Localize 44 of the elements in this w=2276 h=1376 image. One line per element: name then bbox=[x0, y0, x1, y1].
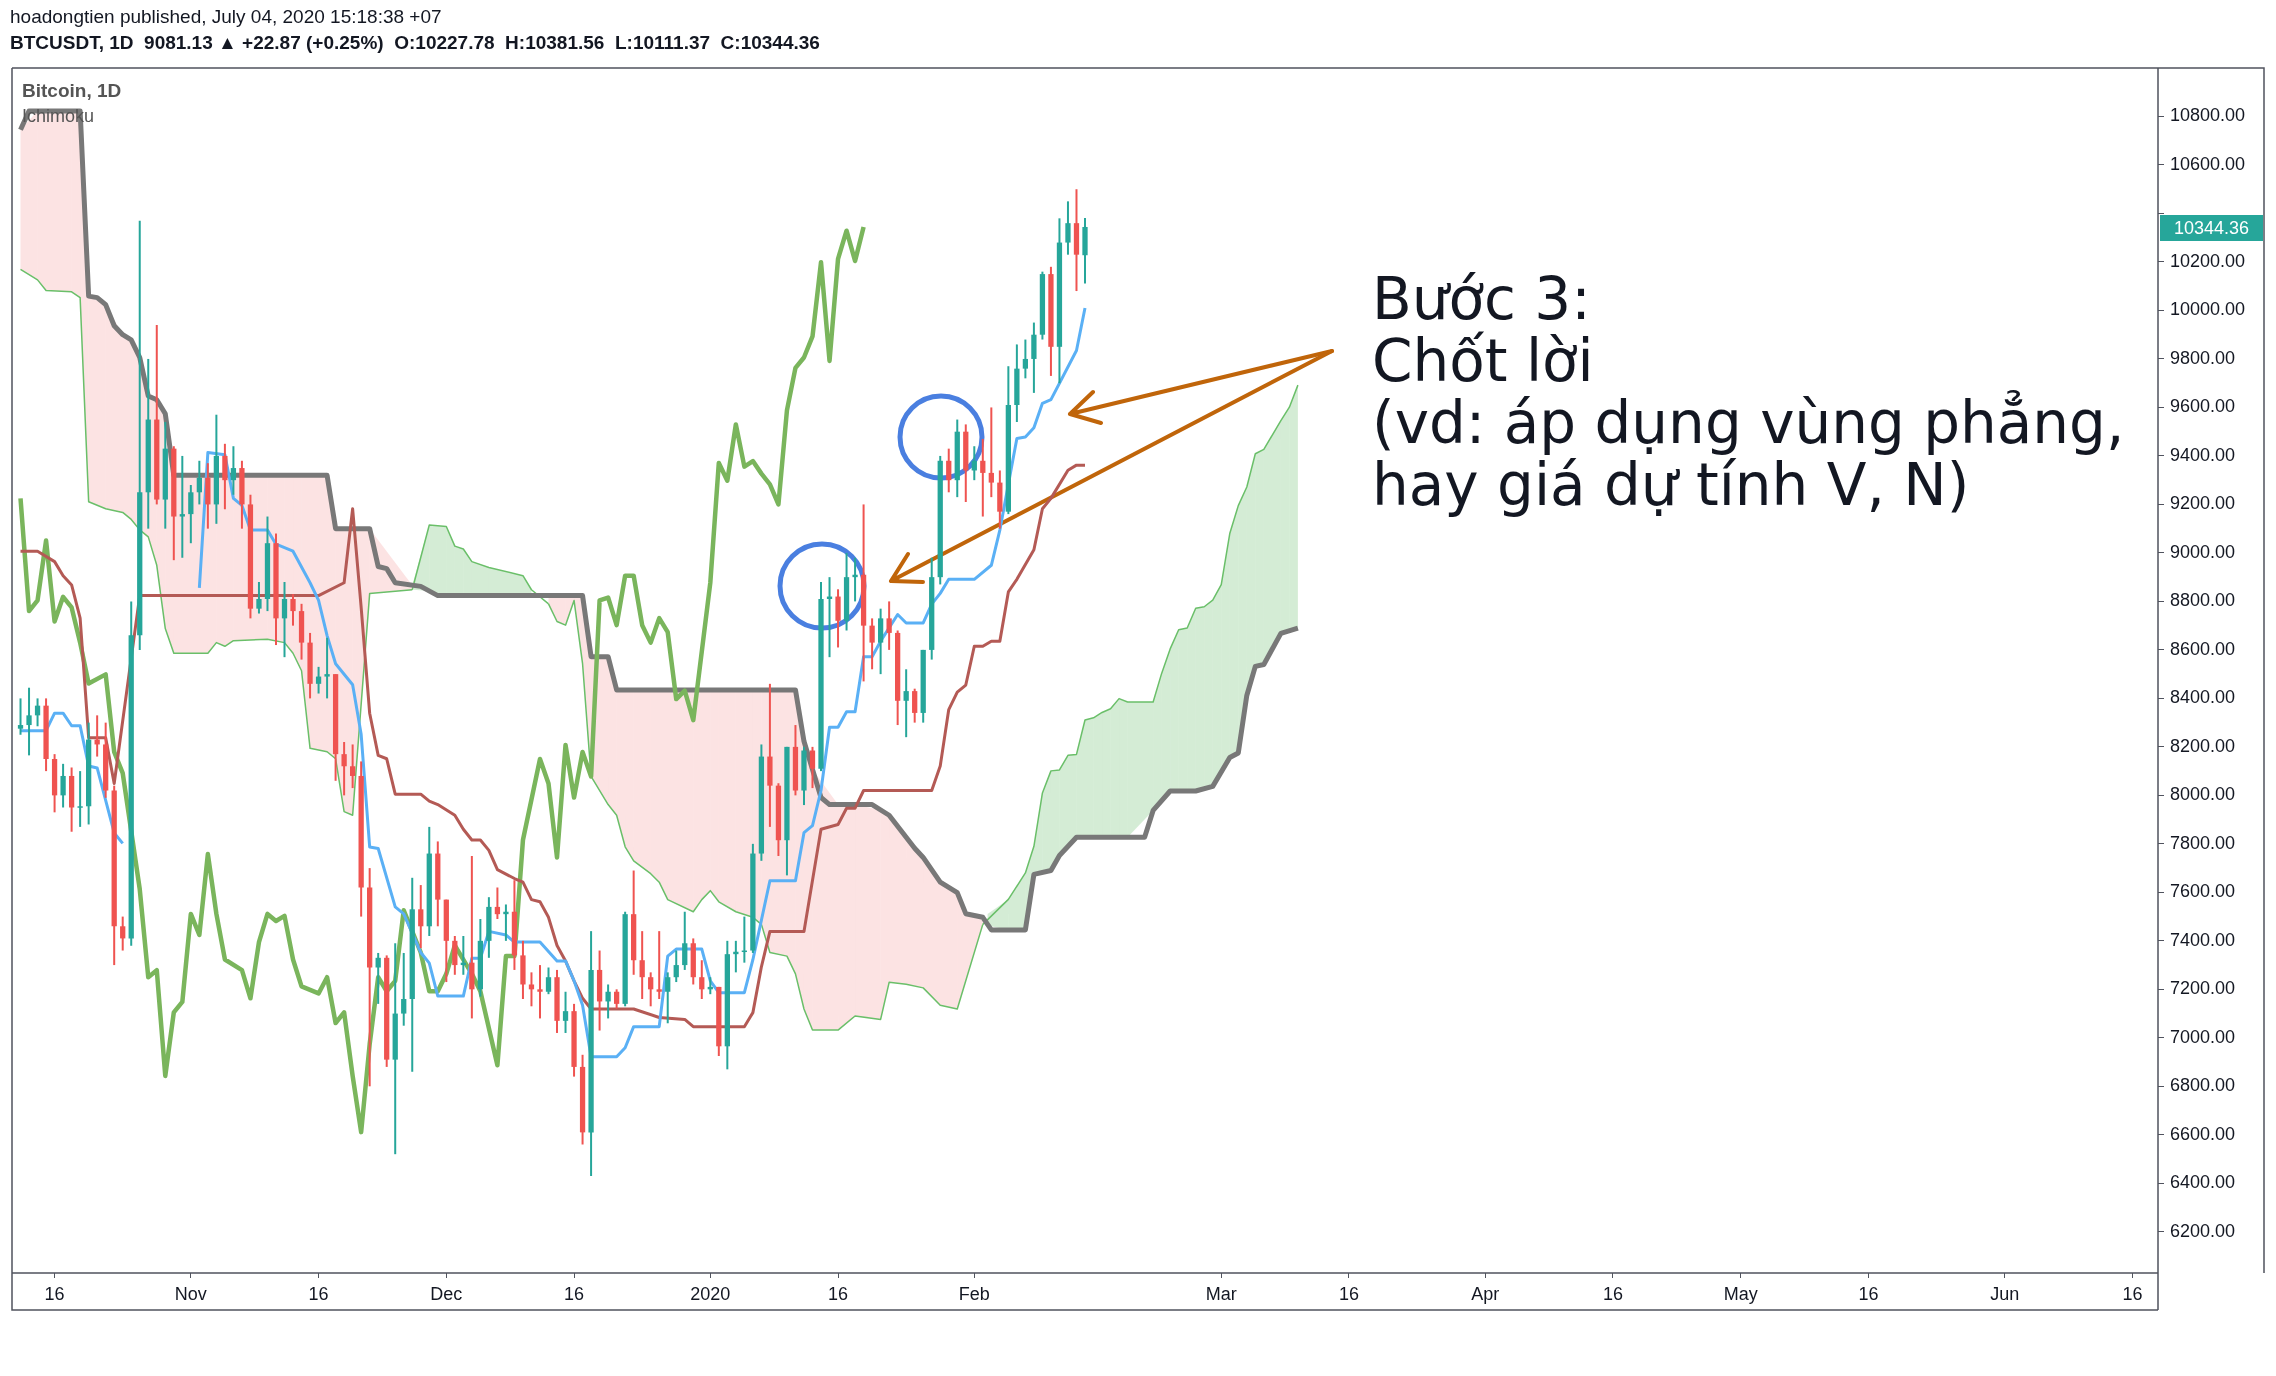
y-tick-label: 10000.00 bbox=[2170, 299, 2246, 320]
y-tick-label: 7800.00 bbox=[2170, 832, 2236, 853]
y-tick-label: 8600.00 bbox=[2170, 638, 2236, 659]
text: 10344.36 bbox=[2160, 215, 2263, 241]
y-tick-label: 8200.00 bbox=[2170, 735, 2236, 756]
y-tick-label: 7200.00 bbox=[2170, 978, 2236, 999]
y-tick-label: 6600.00 bbox=[2170, 1123, 2236, 1144]
x-tick-label: May bbox=[1723, 1283, 1758, 1304]
y-tick-label: 9800.00 bbox=[2170, 347, 2236, 368]
text: BTCUSDT, 1D 9081.13 ▲ +22.87 (+0.25%) O:10227.78 H:10381.56 L:10111.37 C:10344.36 bbox=[10, 32, 820, 54]
y-tick-label: 9200.00 bbox=[2170, 493, 2236, 514]
x-tick-label: Nov bbox=[174, 1283, 207, 1304]
y-tick-label: 10600.00 bbox=[2170, 153, 2246, 174]
y-tick-label: 7600.00 bbox=[2170, 881, 2236, 902]
x-tick-label: Apr bbox=[1471, 1283, 1500, 1304]
x-tick-label: 16 bbox=[308, 1283, 329, 1304]
y-tick-label: 8800.00 bbox=[2170, 590, 2236, 611]
y-tick-label: 9000.00 bbox=[2170, 541, 2236, 562]
x-tick-label: 16 bbox=[44, 1283, 65, 1304]
y-tick-label: 9400.00 bbox=[2170, 444, 2236, 465]
x-tick-label: Dec bbox=[430, 1283, 463, 1304]
y-tick-label: 10800.00 bbox=[2170, 105, 2246, 126]
x-tick-label: 16 bbox=[564, 1283, 585, 1304]
x-tick-label: 16 bbox=[828, 1283, 849, 1304]
x-tick-label: Feb bbox=[958, 1283, 990, 1304]
x-tick-label: 16 bbox=[1858, 1283, 1879, 1304]
x-tick-label: 16 bbox=[1338, 1283, 1360, 1304]
x-tick-label: Jun bbox=[1990, 1283, 2020, 1304]
y-tick-label: 8400.00 bbox=[2170, 687, 2236, 708]
y-tick-label: 6800.00 bbox=[2170, 1075, 2236, 1096]
annotation: Bước 3: Chốt lời (vd: áp dụng vùng phẳng, hay giá dự tính V, N) bbox=[1372, 265, 2125, 519]
x-tick-label: 2020 bbox=[690, 1283, 731, 1304]
y-tick-label: 8000.00 bbox=[2170, 784, 2236, 805]
y-tick-label: 10200.00 bbox=[2170, 250, 2246, 271]
text: Bitcoin, 1D bbox=[22, 80, 122, 102]
x-tick-label: Mar bbox=[1205, 1283, 1237, 1304]
x-tick-label: 16 bbox=[2122, 1283, 2143, 1304]
y-tick-label: 9600.00 bbox=[2170, 396, 2236, 417]
y-tick-label: 7000.00 bbox=[2170, 1026, 2236, 1047]
y-tick-label: 6400.00 bbox=[2170, 1172, 2236, 1193]
y-tick-label: 7400.00 bbox=[2170, 929, 2236, 950]
text: hoadongtien published, July 04, 2020 15:18:38 +07 bbox=[10, 6, 442, 28]
y-tick-label: 6200.00 bbox=[2170, 1220, 2236, 1241]
x-tick-label: 16 bbox=[1602, 1283, 1623, 1304]
